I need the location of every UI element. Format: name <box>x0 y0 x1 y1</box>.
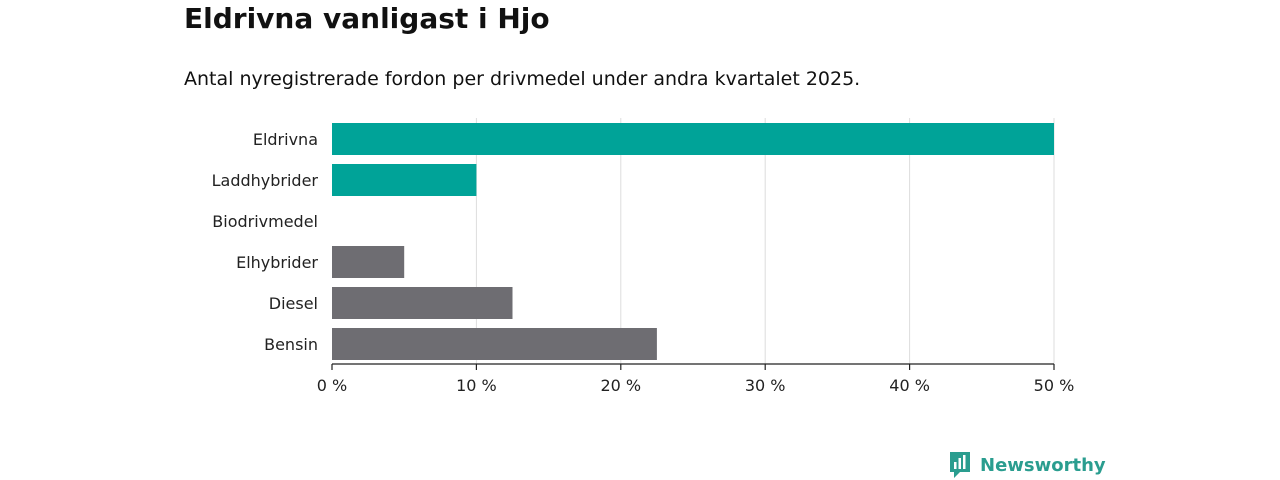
category-label: Elhybrider <box>236 253 318 272</box>
x-tick-label: 20 % <box>600 376 641 395</box>
x-tick-label: 50 % <box>1034 376 1075 395</box>
newsworthy-logo-icon <box>950 452 970 478</box>
bar <box>332 123 1054 155</box>
grid-lines <box>475 118 1055 364</box>
brand-logo: Newsworthy <box>948 450 1106 480</box>
x-axis: 0 % 10 % 20 % 30 % 40 % 50 % <box>317 363 1075 395</box>
chart-title: Eldrivna vanligast i Hjo <box>184 2 550 35</box>
category-label: Eldrivna <box>253 130 318 149</box>
bar-chart: Eldrivna Laddhybrider Biodrivmedel Elhybrid… <box>212 118 1075 395</box>
bar <box>332 328 657 360</box>
category-label: Bensin <box>264 335 318 354</box>
category-labels: Eldrivna Laddhybrider Biodrivmedel Elhybrid… <box>212 130 319 354</box>
x-tick-label: 10 % <box>456 376 497 395</box>
category-label: Biodrivmedel <box>212 212 318 231</box>
category-label: Laddhybrider <box>212 171 319 190</box>
x-tick-label: 0 % <box>317 376 347 395</box>
bar <box>332 164 477 196</box>
chart-subtitle: Antal nyregistrerade fordon per drivmede… <box>184 68 861 90</box>
bar <box>332 287 513 319</box>
category-label: Diesel <box>269 294 318 313</box>
brand-name: Newsworthy <box>980 454 1106 476</box>
x-tick-label: 40 % <box>889 376 930 395</box>
bars <box>332 123 1054 360</box>
x-tick-label: 30 % <box>745 376 786 395</box>
bar <box>332 246 405 278</box>
